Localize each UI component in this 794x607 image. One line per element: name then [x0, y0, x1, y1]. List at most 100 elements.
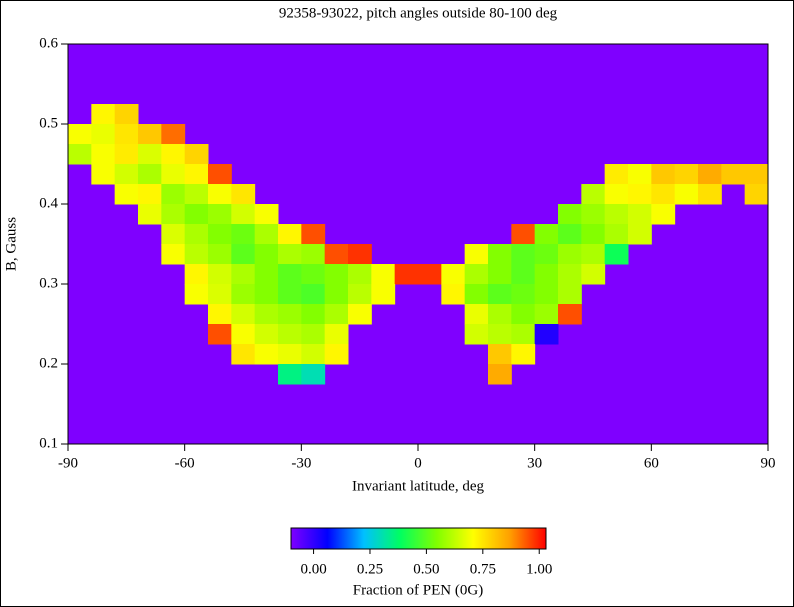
heat-cell	[324, 244, 349, 265]
x-tick-label: 60	[644, 455, 659, 471]
heat-cell	[371, 284, 396, 305]
heat-cell	[464, 264, 489, 285]
heat-cell	[231, 284, 256, 305]
heat-cell	[511, 344, 536, 365]
heat-cell	[511, 284, 536, 305]
x-axis-label: Invariant latitude, deg	[352, 478, 485, 494]
heat-cell	[511, 224, 536, 245]
heat-cell	[278, 344, 302, 365]
heat-cell	[208, 324, 232, 345]
colorbar-tick-label: 0.25	[357, 561, 383, 577]
heat-cell	[184, 204, 209, 225]
x-tick-label: 30	[527, 455, 542, 471]
heat-cell	[628, 164, 652, 185]
y-axis-label: B, Gauss	[3, 217, 19, 271]
heat-cell	[628, 204, 652, 225]
heat-cell	[534, 324, 559, 345]
y-tick-label: 0.4	[39, 195, 58, 211]
heat-cell	[208, 284, 232, 305]
heat-cell	[91, 144, 116, 165]
heat-cell	[278, 304, 302, 325]
heat-cell	[254, 284, 279, 305]
heat-cell	[488, 364, 512, 385]
heat-cell	[301, 304, 326, 325]
heat-cell	[278, 324, 302, 345]
colorbar-label: Fraction of PEN (0G)	[353, 582, 483, 598]
heat-cell	[278, 364, 302, 385]
heat-cell	[231, 184, 256, 205]
heat-cell	[651, 164, 676, 185]
heat-cell	[324, 344, 349, 365]
heat-cell	[208, 164, 232, 185]
colorbar-tick-label: 0.50	[413, 561, 439, 577]
heat-cell	[558, 304, 582, 325]
heat-cell	[511, 244, 536, 265]
x-tick-label: -90	[58, 455, 78, 471]
heat-cell	[348, 304, 372, 325]
heat-cell	[488, 344, 512, 365]
heat-cell	[301, 244, 326, 265]
heat-cell	[301, 364, 326, 385]
heat-cell	[161, 204, 186, 225]
heat-cell	[231, 204, 256, 225]
x-tick-label: -30	[291, 455, 311, 471]
y-tick-label: 0.6	[39, 35, 58, 51]
heat-cell	[604, 204, 629, 225]
y-tick-label: 0.2	[39, 355, 58, 371]
heat-cell	[91, 104, 116, 125]
heat-cell	[721, 164, 746, 185]
heat-cell	[68, 124, 92, 145]
x-tick-label: 0	[414, 455, 422, 471]
heat-cell	[138, 124, 162, 145]
heat-cell	[254, 344, 279, 365]
colorbar	[290, 527, 547, 550]
heat-cell	[674, 164, 699, 185]
heat-cell	[254, 324, 279, 345]
heat-cell	[511, 304, 536, 325]
heat-cell	[698, 184, 722, 205]
heat-cell	[301, 264, 326, 285]
heat-cell	[161, 184, 186, 205]
heat-cell	[464, 304, 489, 325]
heat-cell	[581, 244, 606, 265]
heat-cell	[184, 224, 209, 245]
heat-cell	[114, 184, 139, 205]
heat-cell	[441, 264, 466, 285]
colorbar-tick-label: 0.75	[470, 561, 496, 577]
heat-cell	[628, 224, 652, 245]
heat-cell	[231, 304, 256, 325]
heat-cell	[208, 184, 232, 205]
heat-cell	[184, 164, 209, 185]
heat-cell	[114, 104, 139, 125]
heat-cell	[324, 284, 349, 305]
heat-cell	[324, 304, 349, 325]
heat-cell	[161, 124, 186, 145]
heat-cell	[301, 344, 326, 365]
heat-cell	[651, 184, 676, 205]
heat-cell	[114, 124, 139, 145]
heat-cell	[534, 284, 559, 305]
heat-cell	[534, 304, 559, 325]
heat-cell	[488, 244, 512, 265]
heat-cell	[231, 344, 256, 365]
heat-cell	[254, 204, 279, 225]
heat-cell	[184, 184, 209, 205]
heat-cell	[254, 264, 279, 285]
heat-cell	[744, 164, 769, 185]
heat-cell	[581, 184, 606, 205]
heat-cell	[464, 244, 489, 265]
colorbar-tick-label: 0.00	[300, 561, 326, 577]
heat-cell	[91, 164, 116, 185]
heat-cell	[231, 324, 256, 345]
heat-cell	[418, 264, 442, 285]
heat-cell	[161, 244, 186, 265]
chart-title: 92358-93022, pitch angles outside 80-100…	[279, 5, 558, 21]
heat-cell	[534, 224, 559, 245]
heat-cell	[68, 144, 92, 165]
heat-cell	[581, 204, 606, 225]
x-tick-label: -60	[175, 455, 195, 471]
x-tick-label: 90	[761, 455, 776, 471]
heat-cell	[301, 284, 326, 305]
heat-cell	[161, 224, 186, 245]
heat-cell	[184, 144, 209, 165]
